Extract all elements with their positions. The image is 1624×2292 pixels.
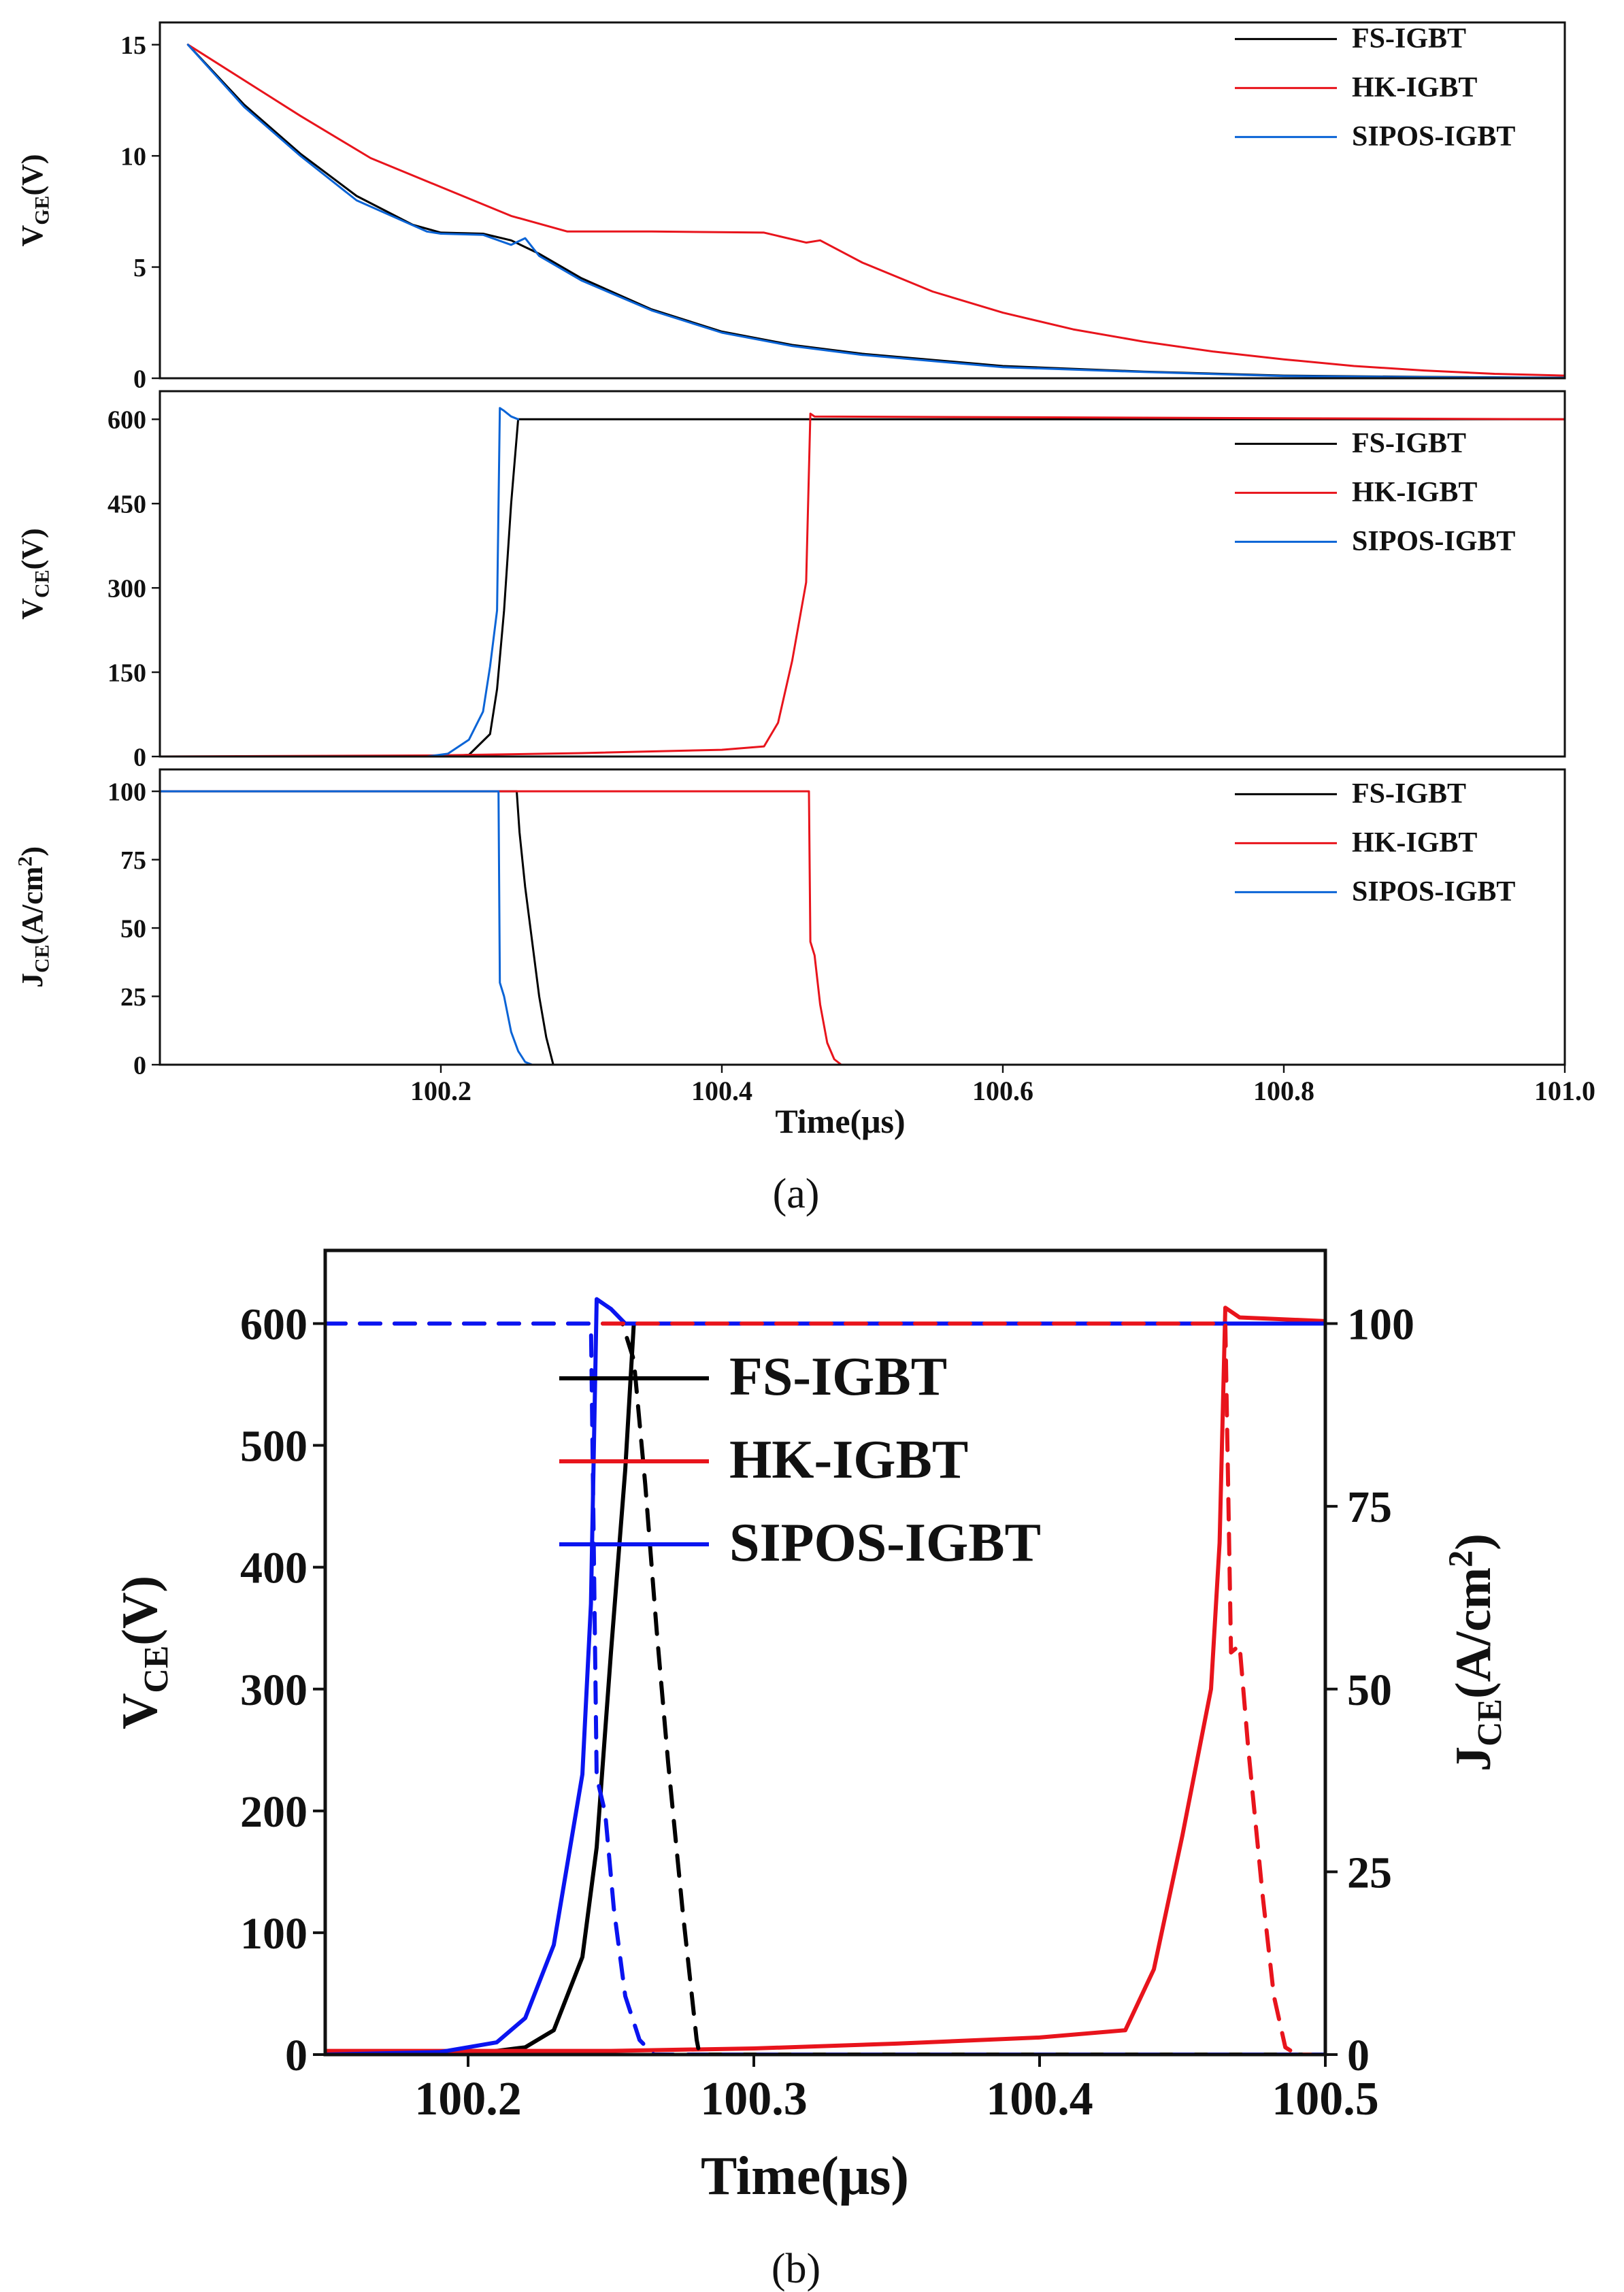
- y-tick-label: 600: [240, 1300, 308, 1350]
- y-tick-label: 50: [120, 914, 146, 943]
- y-tick-label: 500: [240, 1422, 308, 1472]
- x-axis-label: Time(μs): [701, 2146, 909, 2206]
- y-tick-label: 25: [120, 983, 146, 1012]
- series-fs-igbt-jce-line: [325, 1321, 1325, 2055]
- y-tick-label: 100: [107, 778, 146, 806]
- x-tick-label: 100.4: [986, 2073, 1093, 2125]
- legend-label-sipos-igbt: SIPOS-IGBT: [1352, 526, 1515, 557]
- y-tick-label: 200: [240, 1787, 308, 1837]
- y-tick-label: 0: [133, 1051, 146, 1080]
- legend-label-fs-igbt: FS-IGBT: [1352, 23, 1466, 54]
- series-sipos-igbt-line: [186, 44, 1565, 378]
- y-tick-label: 300: [240, 1665, 308, 1715]
- caption-b: (b): [772, 2246, 821, 2292]
- series-sipos-igbt-line: [160, 790, 533, 1065]
- legend-label-sipos-igbt: SIPOS-IGBT: [729, 1513, 1041, 1573]
- series-sipos-igbt-vce-line: [325, 1297, 1325, 2055]
- plot-frame: [159, 390, 1566, 758]
- x-tick-label: 100.2: [410, 1076, 471, 1106]
- y-tick-label: 0: [133, 365, 146, 393]
- y-tick-label: 450: [107, 491, 146, 519]
- series-fs-igbt-line: [160, 418, 1565, 757]
- y-right-tick-label: 25: [1347, 1848, 1392, 1897]
- y-tick-label: 5: [133, 254, 146, 282]
- x-tick-label: 100.3: [700, 2073, 808, 2125]
- plot-frame: [323, 1248, 1327, 2057]
- series-sipos-igbt-line: [160, 407, 520, 757]
- series-hk-igbt-line: [160, 790, 1565, 1065]
- y-right-tick-label: 100: [1347, 1300, 1414, 1350]
- y-tick-label: 600: [107, 406, 146, 435]
- legend-label-hk-igbt: HK-IGBT: [1352, 477, 1477, 508]
- series-hk-igbt-line: [160, 412, 1565, 757]
- y-tick-label: 10: [120, 142, 146, 171]
- y-axis-label: JCE(A/cm2): [14, 846, 54, 988]
- legend-label-sipos-igbt: SIPOS-IGBT: [1352, 876, 1515, 908]
- series-group: [325, 1297, 1325, 2055]
- x-axis-label: Time(μs): [775, 1102, 905, 1140]
- series-sipos-igbt-jce-line: [325, 1321, 1325, 2055]
- y-tick-label: 0: [285, 2031, 308, 2080]
- x-tick-label: 100.2: [414, 2073, 522, 2125]
- y-axis-label: VCE(V): [112, 1576, 175, 1729]
- y-tick-label: 75: [120, 846, 146, 875]
- y-axis-label: VCE(V): [16, 528, 54, 619]
- legend-label-hk-igbt: HK-IGBT: [1352, 827, 1477, 859]
- legend-label-hk-igbt: HK-IGBT: [729, 1430, 968, 1490]
- series-hk-igbt-line: [186, 44, 1565, 377]
- legend-label-sipos-igbt: SIPOS-IGBT: [1352, 121, 1515, 152]
- series-group: [160, 790, 1565, 1065]
- y-tick-label: 15: [120, 31, 146, 60]
- y-tick-label: 0: [133, 743, 146, 771]
- y-right-tick-label: 75: [1347, 1482, 1392, 1532]
- y-right-tick-label: 0: [1347, 2031, 1370, 2080]
- series-hk-igbt-vce-line: [325, 1306, 1325, 2053]
- chart-a-vge: 0 5 10 15 VGE(V) FS-IGBT HK-IGBT SIPOS-IGBT: [16, 21, 1566, 393]
- y-tick-label: 400: [240, 1544, 308, 1593]
- x-tick-label: 100.5: [1272, 2073, 1379, 2125]
- y-tick-label: 100: [240, 1909, 308, 1959]
- x-tick-label: 101.0: [1534, 1076, 1595, 1106]
- series-group: [160, 407, 1565, 757]
- plot-frame: [159, 768, 1566, 1066]
- chart-a-jce: 0 25 50 75 100 100.2 100.4 100.6 100.8 101.0 JCE(A…: [14, 768, 1595, 1140]
- x-tick-label: 100.6: [972, 1076, 1033, 1106]
- legend-label-fs-igbt: FS-IGBT: [729, 1347, 947, 1407]
- x-tick-label: 100.8: [1253, 1076, 1314, 1106]
- chart-a-vce: 0 150 300 450 600 VCE(V) FS-IGBT HK-IGBT SIPOS-I…: [16, 390, 1566, 771]
- x-tick-label: 100.4: [691, 1076, 752, 1106]
- y-right-axis-label: JCE(A/cm2): [1442, 1533, 1508, 1772]
- plot-frame: [159, 21, 1566, 380]
- chart-b: 0 100 200 300 400 500 600 0 25 50 75 100 100.2 100.3 1…: [112, 1248, 1508, 2206]
- y-tick-label: 300: [107, 574, 146, 603]
- y-tick-label: 150: [107, 659, 146, 687]
- legend-label-fs-igbt: FS-IGBT: [1352, 778, 1466, 810]
- y-axis-label: VGE(V): [16, 154, 54, 246]
- series-group: [186, 44, 1565, 378]
- legend-label-hk-igbt: HK-IGBT: [1352, 72, 1477, 103]
- y-right-tick-label: 50: [1347, 1665, 1392, 1715]
- legend-label-fs-igbt: FS-IGBT: [1352, 428, 1466, 459]
- series-fs-igbt-line: [160, 790, 1565, 1065]
- caption-a: (a): [773, 1171, 820, 1217]
- series-hk-igbt-jce-line: [325, 1321, 1325, 2055]
